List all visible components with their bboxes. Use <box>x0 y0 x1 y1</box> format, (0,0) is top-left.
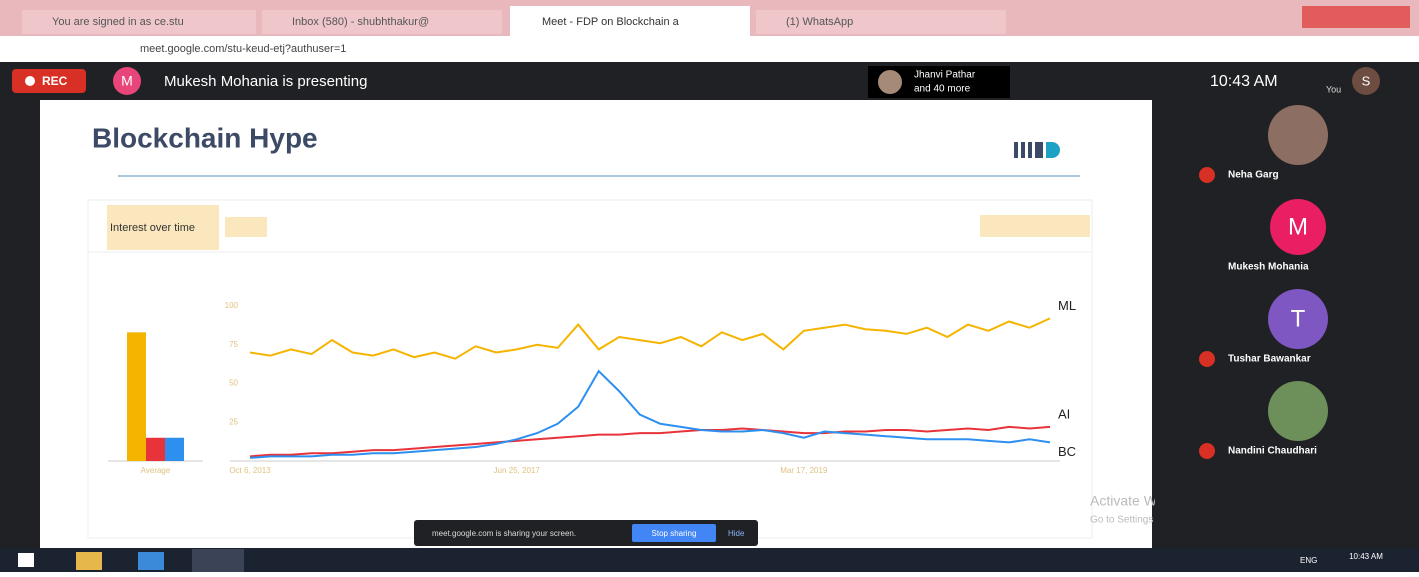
tab-title: Inbox (580) - shubhthakur@ <box>292 16 429 28</box>
window-controls[interactable] <box>1302 6 1410 28</box>
taskbar-ie[interactable] <box>138 552 164 570</box>
participant-avatar <box>1268 381 1328 441</box>
screen: You are signed in as ce.stu Inbox (580) … <box>0 0 1419 572</box>
participant-name: Neha Garg <box>1228 170 1279 181</box>
taskbar-time: 10:43 AM <box>1349 552 1383 561</box>
average-bar <box>127 332 146 461</box>
y-tick-label: 50 <box>229 379 238 388</box>
mic-icon <box>1199 443 1215 459</box>
mic-icon <box>1199 351 1215 367</box>
taskbar-chrome[interactable] <box>192 549 244 572</box>
hide-button[interactable]: Hide <box>728 529 745 538</box>
start-button[interactable] <box>18 553 34 567</box>
help-icon[interactable] <box>225 217 267 237</box>
participant-initial: T <box>1291 305 1306 332</box>
you-initial: S <box>1362 73 1371 88</box>
x-tick-label: Jun 25, 2017 <box>494 466 541 475</box>
meet-time: 10:43 AM <box>1210 73 1278 90</box>
viewer-name: Jhanvi Pathar <box>914 70 976 81</box>
chart-card <box>88 200 1092 538</box>
x-tick-label: Oct 6, 2013 <box>229 466 271 475</box>
y-tick-label: 25 <box>229 417 238 426</box>
y-tick-label: 100 <box>225 301 239 310</box>
average-label: Average <box>141 466 171 475</box>
participant-name: Tushar Bawankar <box>1228 354 1311 365</box>
presenting-text: Mukesh Mohania is presenting <box>164 73 367 90</box>
participant-name: Mukesh Mohania <box>1228 262 1309 273</box>
chart-title: Interest over time <box>110 222 195 234</box>
series-label: ML <box>1058 298 1076 313</box>
viewer-avatar <box>878 70 902 94</box>
y-tick-label: 75 <box>229 340 238 349</box>
participant-avatar <box>1268 105 1328 165</box>
you-label: You <box>1326 84 1341 94</box>
presenter-initial: M <box>121 73 133 89</box>
tab-title: Meet - FDP on Blockchain a <box>542 16 680 28</box>
slide-title: Blockchain Hype <box>92 122 318 153</box>
mic-icon <box>1199 259 1215 275</box>
taskbar-explorer[interactable] <box>76 552 102 570</box>
tab-title: You are signed in as ce.stu <box>52 16 184 28</box>
page: You are signed in as ce.stu Inbox (580) … <box>0 0 1419 572</box>
share-text: meet.google.com is sharing your screen. <box>432 529 576 538</box>
series-label: AI <box>1058 406 1070 421</box>
taskbar-lang: ENG <box>1300 556 1317 565</box>
stop-sharing-label: Stop sharing <box>652 529 697 538</box>
viewer-more: and 40 more <box>914 84 971 95</box>
series-label: BC <box>1058 444 1076 459</box>
rec-label: REC <box>42 74 68 88</box>
tab-title: (1) WhatsApp <box>786 16 853 28</box>
mic-icon <box>1199 167 1215 183</box>
url[interactable]: meet.google.com/stu-keud-etj?authuser=1 <box>140 43 346 55</box>
x-tick-label: Mar 17, 2019 <box>780 466 828 475</box>
average-bar <box>146 438 165 461</box>
rec-dot <box>25 76 35 86</box>
participant-initial: M <box>1288 213 1308 240</box>
average-bar <box>165 438 184 461</box>
chart-toolbar[interactable] <box>980 215 1090 237</box>
participant-name: Nandini Chaudhari <box>1228 446 1317 457</box>
